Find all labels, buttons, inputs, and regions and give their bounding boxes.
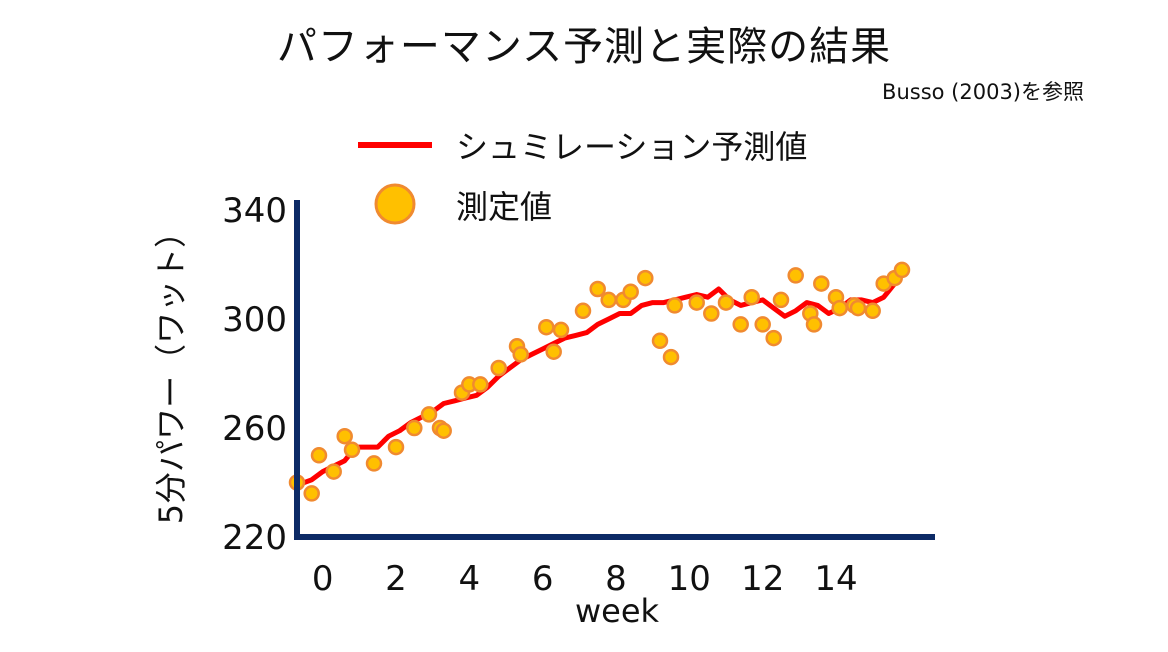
x-tick-label: 14 xyxy=(814,559,857,599)
data-point-measured xyxy=(622,283,639,301)
data-point-measured xyxy=(662,348,680,366)
data-point-measured xyxy=(310,447,328,464)
legend-label-prediction: シュミレーション予測値 xyxy=(456,128,807,166)
data-point-measured xyxy=(589,280,606,298)
x-axis-label: week xyxy=(575,592,660,630)
data-point-measured xyxy=(743,288,760,306)
chart-marks xyxy=(288,261,911,502)
x-tick-label: 4 xyxy=(458,559,480,599)
legend: シュミレーション予測値 測定値 xyxy=(358,128,807,226)
y-tick-label: 300 xyxy=(222,300,287,340)
y-tick-label: 260 xyxy=(222,409,287,449)
x-tick-label: 8 xyxy=(605,559,627,599)
tick-labels: 0 2 4 6 8 10 12 14 220 260 300 340 xyxy=(222,191,858,599)
series-line-prediction xyxy=(296,282,897,488)
chart-title: パフォーマンス予測と実際の結果 xyxy=(276,24,892,70)
data-point-measured xyxy=(651,332,669,350)
data-point-measured xyxy=(545,343,562,360)
chart-subtitle: Busso (2003)を参照 xyxy=(882,80,1084,104)
data-point-measured xyxy=(864,302,881,320)
legend-marker-swatch xyxy=(374,183,416,225)
data-point-measured xyxy=(325,463,342,480)
data-point-measured xyxy=(772,291,790,309)
data-point-measured xyxy=(813,275,830,292)
data-point-measured xyxy=(703,305,720,322)
chart-axes xyxy=(294,200,935,540)
data-point-measured xyxy=(893,261,911,279)
x-tick-label: 10 xyxy=(668,559,711,599)
data-point-measured xyxy=(637,269,654,287)
data-point-measured xyxy=(552,321,570,339)
data-point-measured xyxy=(387,438,405,456)
data-point-measured xyxy=(512,346,529,363)
data-point-measured xyxy=(435,422,452,439)
data-point-measured xyxy=(787,267,804,284)
y-tick-label: 220 xyxy=(222,518,287,558)
y-axis-label: 5分パワー（ワット） xyxy=(152,216,190,524)
data-point-measured xyxy=(406,419,423,437)
data-point-measured xyxy=(336,427,353,445)
data-point-measured xyxy=(574,302,592,320)
data-point-measured xyxy=(303,485,320,502)
data-point-measured xyxy=(666,297,683,314)
x-tick-label: 12 xyxy=(741,559,784,599)
legend-label-measured: 測定値 xyxy=(456,188,552,226)
data-point-measured xyxy=(472,376,489,393)
x-tick-label: 6 xyxy=(532,559,554,599)
x-tick-label: 2 xyxy=(385,559,407,599)
y-tick-label: 340 xyxy=(222,191,287,231)
data-point-measured xyxy=(365,455,383,472)
data-point-measured xyxy=(717,294,735,311)
data-point-measured xyxy=(849,299,867,317)
data-point-measured xyxy=(420,406,438,423)
data-point-measured xyxy=(600,291,617,309)
data-point-measured xyxy=(831,299,848,317)
data-point-measured xyxy=(490,359,507,377)
data-point-measured xyxy=(538,318,555,336)
data-point-measured xyxy=(765,329,782,347)
data-point-measured xyxy=(754,316,771,333)
x-tick-label: 0 xyxy=(312,559,334,599)
data-point-measured xyxy=(732,316,749,333)
data-point-measured xyxy=(805,316,823,333)
data-point-measured xyxy=(688,294,705,311)
data-point-measured xyxy=(343,441,361,459)
